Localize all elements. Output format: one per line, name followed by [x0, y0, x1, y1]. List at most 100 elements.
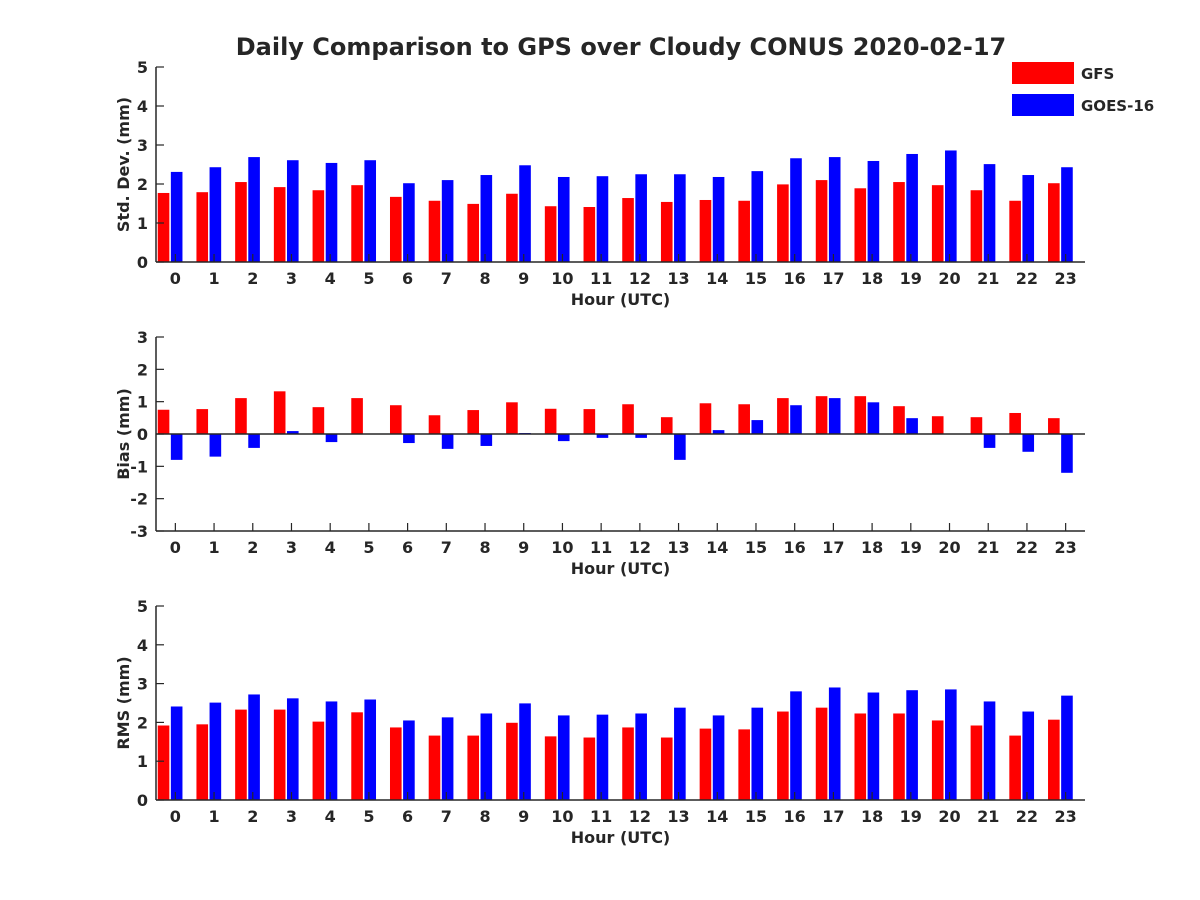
- bar-gfs-hour-19: [893, 713, 905, 800]
- bar-gfs-hour-17: [815, 707, 828, 800]
- bar-gfs-hour-2: [235, 398, 247, 434]
- bar-gfs-hour-1: [196, 192, 209, 262]
- x-tick-label: 4: [325, 269, 336, 288]
- bar-gfs-hour-22: [1009, 412, 1021, 434]
- y-tick-label: 2: [137, 713, 148, 732]
- figure-title: Daily Comparison to GPS over Cloudy CONU…: [236, 33, 1007, 61]
- bar-goes-16-hour-1: [209, 434, 222, 457]
- bar-goes-16-hour-21: [983, 701, 996, 800]
- bar-goes-16-hour-11: [596, 434, 609, 438]
- bar-goes-16-hour-0: [170, 706, 183, 800]
- x-tick-label: 22: [1016, 269, 1038, 288]
- bar-goes-16-hour-17: [828, 398, 841, 434]
- bar-goes-16-hour-11: [596, 176, 609, 262]
- x-tick-label: 4: [325, 538, 336, 557]
- bar-gfs-hour-21: [970, 190, 983, 262]
- bar-gfs-hour-0: [157, 192, 170, 262]
- x-tick-label: 10: [551, 807, 573, 826]
- bar-goes-16-hour-21: [983, 164, 996, 262]
- x-tick-label: 16: [784, 538, 806, 557]
- x-tick-label: 16: [784, 807, 806, 826]
- x-tick-label: 17: [822, 807, 844, 826]
- bar-goes-16-hour-4: [325, 701, 338, 800]
- bar-gfs-hour-10: [544, 736, 557, 800]
- bar-gfs-hour-0: [157, 409, 170, 434]
- x-tick-label: 8: [479, 807, 490, 826]
- bar-gfs-hour-1: [196, 409, 209, 434]
- x-tick-label: 20: [938, 538, 960, 557]
- bar-goes-16-hour-8: [480, 713, 493, 800]
- bar-gfs-hour-18: [854, 188, 867, 262]
- bar-gfs-hour-17: [815, 396, 828, 434]
- x-axis-label: Hour (UTC): [571, 828, 671, 847]
- bar-goes-16-hour-10: [557, 715, 570, 800]
- bar-goes-16-hour-3: [286, 160, 299, 262]
- bar-gfs-hour-11: [583, 207, 596, 262]
- bar-goes-16-hour-18: [867, 160, 880, 262]
- bar-gfs-hour-21: [970, 417, 983, 434]
- x-tick-label: 7: [441, 269, 452, 288]
- bar-goes-16-hour-7: [441, 717, 454, 800]
- bar-goes-16-hour-6: [403, 434, 415, 444]
- bar-goes-16-hour-13: [674, 434, 686, 460]
- bar-gfs-hour-15: [738, 404, 750, 434]
- bar-gfs-hour-10: [544, 206, 557, 262]
- x-tick-label: 11: [590, 269, 612, 288]
- bar-goes-16-hour-19: [906, 690, 918, 800]
- bar-goes-16-hour-16: [790, 405, 802, 434]
- bar-goes-16-hour-12: [635, 174, 647, 262]
- bar-gfs-hour-7: [428, 415, 441, 434]
- x-tick-label: 19: [900, 538, 922, 557]
- legend: GFS GOES-16: [1012, 62, 1154, 116]
- bar-gfs-hour-11: [583, 409, 596, 434]
- x-tick-label: 3: [286, 538, 297, 557]
- bar-gfs-hour-23: [1048, 719, 1060, 800]
- x-tick-label: 10: [551, 538, 573, 557]
- bar-goes-16-hour-3: [286, 698, 299, 800]
- bar-gfs-hour-2: [235, 709, 247, 800]
- bar-goes-16-hour-3: [286, 431, 299, 434]
- x-tick-label: 0: [170, 269, 181, 288]
- x-tick-label: 21: [977, 538, 999, 557]
- x-tick-label: 8: [479, 269, 490, 288]
- bar-gfs-hour-7: [428, 200, 441, 262]
- x-tick-label: 0: [170, 538, 181, 557]
- y-axis-label: RMS (mm): [114, 656, 133, 749]
- x-tick-label: 3: [286, 269, 297, 288]
- bar-gfs-hour-15: [738, 200, 750, 262]
- x-axis-label: Hour (UTC): [571, 559, 671, 578]
- bar-goes-16-hour-13: [674, 707, 686, 800]
- x-tick-label: 12: [629, 807, 651, 826]
- x-tick-label: 17: [822, 538, 844, 557]
- x-tick-label: 4: [325, 807, 336, 826]
- bar-gfs-hour-4: [312, 407, 325, 434]
- bar-goes-16-hour-19: [906, 153, 918, 262]
- x-tick-label: 6: [402, 269, 413, 288]
- y-axis-label: Bias (mm): [114, 388, 133, 480]
- bar-gfs-hour-3: [273, 187, 286, 262]
- x-tick-label: 15: [745, 269, 767, 288]
- bar-gfs-hour-15: [738, 729, 750, 800]
- x-tick-label: 8: [479, 538, 490, 557]
- x-tick-label: 19: [900, 269, 922, 288]
- y-tick-label: 4: [137, 636, 148, 655]
- x-tick-label: 5: [363, 538, 374, 557]
- x-tick-label: 6: [402, 807, 413, 826]
- x-tick-label: 6: [402, 538, 413, 557]
- bar-gfs-hour-7: [428, 735, 441, 800]
- bar-goes-16-hour-23: [1061, 434, 1073, 473]
- y-tick-label: 5: [137, 597, 148, 616]
- bar-gfs-hour-10: [544, 408, 557, 434]
- x-tick-label: 1: [208, 269, 219, 288]
- x-tick-label: 1: [208, 807, 219, 826]
- bar-gfs-hour-12: [622, 404, 634, 434]
- x-tick-label: 9: [518, 807, 529, 826]
- bar-gfs-hour-5: [351, 712, 363, 800]
- bar-gfs-hour-22: [1009, 735, 1021, 800]
- bar-goes-16-hour-20: [945, 689, 957, 800]
- x-tick-label: 16: [784, 269, 806, 288]
- y-tick-label: 1: [137, 214, 148, 233]
- bar-goes-16-hour-8: [480, 175, 493, 262]
